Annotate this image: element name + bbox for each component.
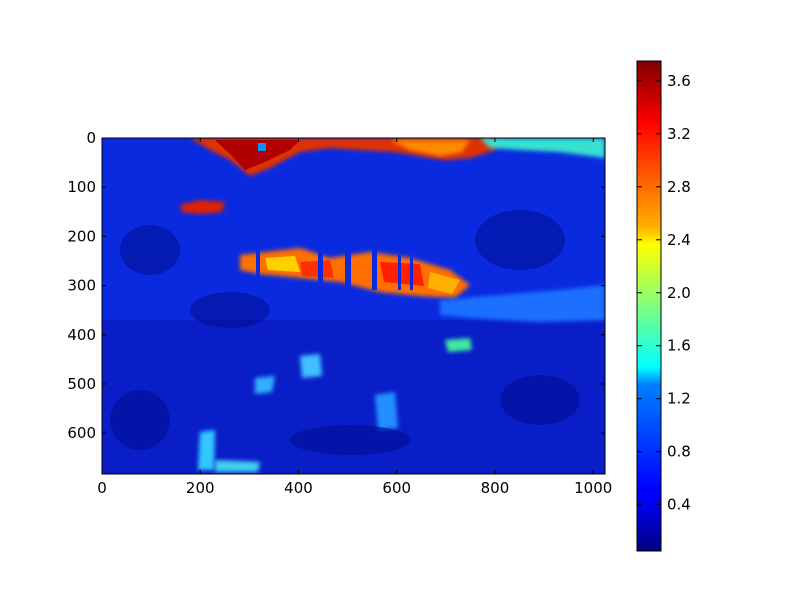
colorbar-ticks: 0.4 0.8 1.2 1.6 2.0 2.4 2.8 3.2 3.6 <box>637 72 691 514</box>
x-tick-label: 0 <box>97 479 107 497</box>
y-tick-label: 0 <box>86 129 96 147</box>
colorbar-tick-label: 2.0 <box>667 284 691 302</box>
colorbar-gradient <box>636 60 662 552</box>
x-tick-label: 600 <box>382 479 411 497</box>
y-tick-label: 300 <box>67 277 96 295</box>
plot-frame <box>101 137 606 475</box>
x-axis: 0 200 400 600 800 1000 <box>97 138 612 497</box>
x-tick-label: 1000 <box>574 479 612 497</box>
x-tick-label: 200 <box>186 479 215 497</box>
y-tick-label: 600 <box>67 424 96 442</box>
colorbar-tick-label: 1.2 <box>667 390 691 408</box>
y-tick-label: 500 <box>67 375 96 393</box>
colorbar: 0.4 0.8 1.2 1.6 2.0 2.4 2.8 3.2 3.6 <box>636 60 691 552</box>
heatmap-image <box>102 138 605 474</box>
x-tick-label: 800 <box>481 479 510 497</box>
colorbar-tick-label: 0.4 <box>667 496 691 514</box>
y-tick-label: 200 <box>67 227 96 245</box>
colorbar-tick-label: 2.4 <box>667 231 691 249</box>
colorbar-tick-label: 1.6 <box>667 337 691 355</box>
colorbar-tick-label: 0.8 <box>667 443 691 461</box>
y-tick-label: 400 <box>67 326 96 344</box>
x-tick-label: 400 <box>284 479 313 497</box>
y-tick-label: 100 <box>67 178 96 196</box>
colorbar-tick-label: 3.6 <box>667 72 691 90</box>
y-axis: 0 100 200 300 400 500 600 <box>67 129 605 442</box>
colorbar-tick-label: 3.2 <box>667 125 691 143</box>
colorbar-tick-label: 2.8 <box>667 178 691 196</box>
